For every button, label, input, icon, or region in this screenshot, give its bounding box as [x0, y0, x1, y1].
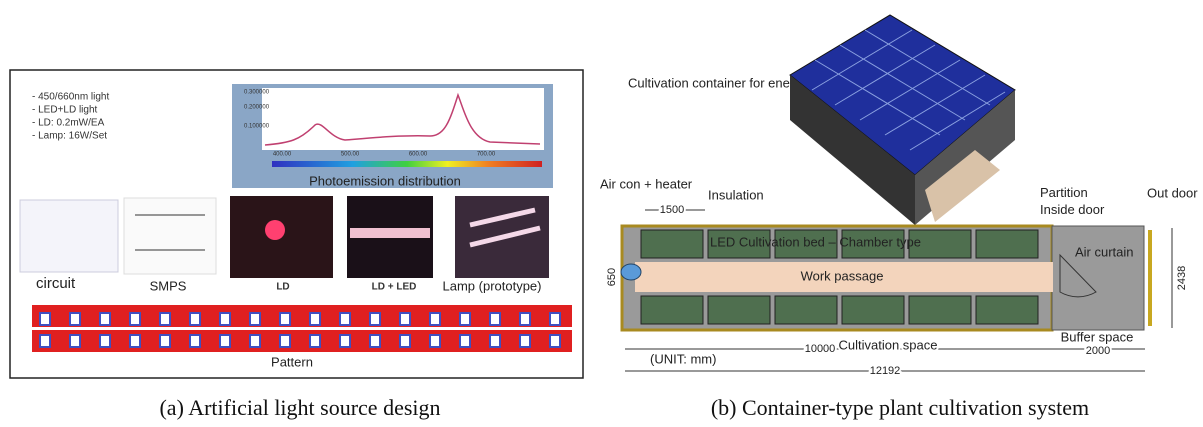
total-length: 12192: [870, 365, 901, 377]
bed: [842, 296, 904, 324]
bed: [641, 230, 703, 258]
graph-title: Photoemission distribution: [309, 173, 461, 188]
image-label: Lamp (prototype): [443, 278, 542, 293]
partition-line: Inside door: [1040, 202, 1105, 217]
bed-spacing: 1500: [660, 204, 684, 216]
spectrum-bar: [272, 161, 542, 167]
caption: (a) Artificial light source design: [159, 395, 440, 420]
x-tick: 500.00: [341, 152, 360, 158]
cultivation-length: 10000: [805, 343, 836, 355]
work-passage: Work passage: [801, 268, 884, 283]
buffer-length: 2000: [1086, 345, 1110, 357]
bed: [641, 296, 703, 324]
bed: [909, 296, 971, 324]
air-con-label: Air con + heater: [600, 176, 693, 191]
x-tick: 400.00: [273, 152, 292, 158]
x-tick: 600.00: [409, 152, 428, 158]
ld-glow: [265, 220, 285, 240]
ld-led-strip: [350, 228, 430, 238]
y-tick: 0.100000: [244, 124, 270, 130]
graph-plot: [262, 88, 544, 150]
image-label: LD: [276, 282, 289, 293]
y-tick: 0.200000: [244, 105, 270, 111]
bed-label: LED Cultivation bed – Chamber type: [710, 234, 921, 249]
insulation-label: Insulation: [708, 187, 764, 202]
image-label: LD + LED: [372, 282, 417, 293]
figure: - 450/660nm light - LED+LD light - LD: 0…: [0, 0, 1203, 427]
air-con-unit: [621, 264, 641, 280]
caption: (b) Container-type plant cultivation sys…: [711, 395, 1089, 420]
pattern-chips: [32, 330, 572, 352]
bed: [976, 296, 1038, 324]
width: 2438: [1176, 266, 1188, 290]
partition-line: Partition: [1040, 185, 1088, 200]
spec: - LED+LD light: [32, 105, 98, 116]
bed: [775, 296, 837, 324]
x-tick: 700.00: [477, 152, 496, 158]
passage-width: 650: [606, 268, 618, 286]
pattern-label: Pattern: [271, 354, 313, 369]
buffer-area: [1052, 226, 1144, 330]
pattern-chips: [32, 305, 572, 327]
bed: [976, 230, 1038, 258]
spec: - LD: 0.2mW/EA: [32, 118, 105, 129]
bed: [708, 296, 770, 324]
panel-b: Cultivation container for energy self-re…: [600, 15, 1198, 377]
air-curtain: Air curtain: [1075, 244, 1134, 259]
panel-a: - 450/660nm light - LED+LD light - LD: 0…: [10, 70, 583, 378]
unit: (UNIT: mm): [650, 351, 716, 366]
spec: - Lamp: 16W/Set: [32, 131, 107, 142]
out-door-label: Out door: [1147, 185, 1198, 200]
buffer-space: Buffer space: [1061, 329, 1134, 344]
smps-image: [124, 198, 216, 274]
image-label: SMPS: [150, 278, 187, 293]
spec: - 450/660nm light: [32, 92, 109, 103]
y-tick: 0.300000: [244, 90, 270, 96]
circuit-image: [20, 200, 118, 272]
cultivation-space-label: Cultivation space: [839, 337, 938, 352]
image-label: circuit: [36, 275, 76, 292]
partition-label: Partition Inside door: [1040, 185, 1105, 217]
